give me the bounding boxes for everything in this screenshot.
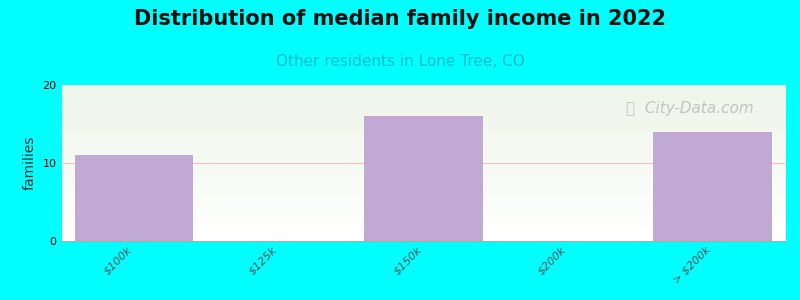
Bar — [654, 132, 772, 241]
Text: ⓘ  City-Data.com: ⓘ City-Data.com — [626, 100, 754, 116]
Bar — [364, 116, 482, 241]
Text: Distribution of median family income in 2022: Distribution of median family income in … — [134, 9, 666, 29]
Y-axis label: families: families — [23, 136, 37, 190]
Text: Other residents in Lone Tree, CO: Other residents in Lone Tree, CO — [276, 54, 524, 69]
Bar — [74, 155, 194, 241]
